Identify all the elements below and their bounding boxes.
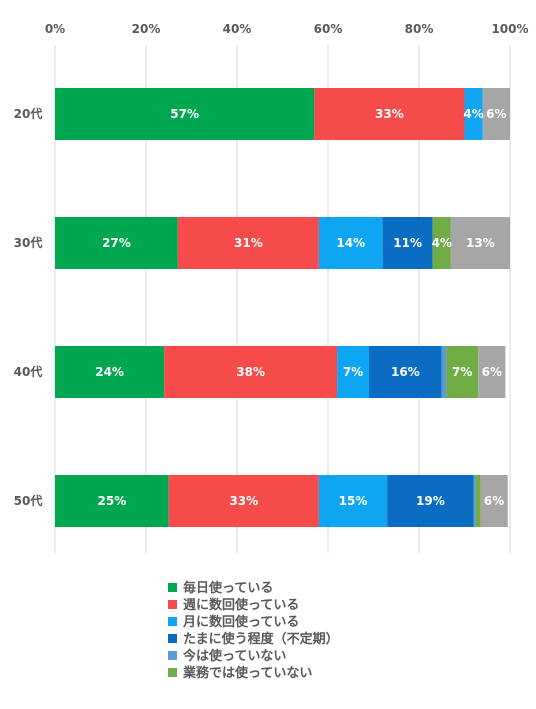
legend-entry: たまに使う程度（不定期） [183, 631, 339, 647]
bar-segment [55, 475, 169, 527]
category-label: 50代 [14, 493, 43, 508]
legend-entry: 今は使っていない [182, 648, 286, 664]
legend-swatch [168, 583, 177, 592]
bar-segment [446, 346, 479, 398]
bar-segment [55, 217, 178, 269]
bar-segment [55, 88, 315, 140]
bars [55, 88, 510, 527]
data-label: 7% [452, 365, 472, 379]
data-label: 27% [102, 236, 131, 250]
bar-segment [177, 217, 319, 269]
data-label: 14% [336, 236, 365, 250]
legend-entry: 週に数回使っている [183, 597, 299, 613]
bar-segment [480, 475, 508, 527]
legend-entry: 月に数回使っている [182, 614, 299, 630]
data-label: 4% [463, 107, 483, 121]
x-axis-ticks: 0% 20% 40% 60% 80% 100% [45, 22, 529, 36]
legend-swatch [168, 651, 177, 660]
legend-swatch [168, 634, 177, 643]
bar-segment [55, 346, 165, 398]
bar-segment [432, 217, 451, 269]
category-label: 30代 [14, 235, 43, 250]
data-label: 13% [466, 236, 495, 250]
x-tick-label: 0% [45, 22, 65, 36]
legend: 毎日使っている週に数回使っている月に数回使っているたまに使う程度（不定期）今は使… [168, 580, 339, 681]
data-labels: 57% 33% 4% 6%27% 31% 14% 11% 4% 13%24% 38% 7% 16% 7%… [95, 107, 506, 508]
bar-segment [382, 217, 433, 269]
data-label: 33% [375, 107, 404, 121]
bar-segment [473, 475, 476, 527]
bar-segment [464, 88, 483, 140]
legend-swatch [168, 600, 177, 609]
bar-segment [337, 346, 369, 398]
data-label: 4% [432, 236, 452, 250]
bar-segment [168, 475, 319, 527]
data-label: 57% [170, 107, 199, 121]
bar-segment [318, 475, 388, 527]
category-labels: 20代 30代 40代 50代 [14, 106, 43, 508]
bar-segment [475, 475, 481, 527]
bar-segment [387, 475, 474, 527]
data-label: 6% [482, 365, 502, 379]
bar-segment [482, 88, 510, 140]
data-label: 7% [343, 365, 363, 379]
legend-entry: 業務では使っていない [182, 665, 312, 681]
bar-segment [164, 346, 338, 398]
bar-segment [441, 346, 447, 398]
x-tick-label: 100% [491, 22, 528, 36]
bar-segment [318, 217, 383, 269]
data-label: 16% [391, 365, 420, 379]
legend-swatch [168, 668, 177, 677]
x-tick-label: 80% [405, 22, 434, 36]
data-label: 6% [486, 107, 506, 121]
legend-swatch [168, 617, 177, 626]
data-label: 19% [416, 494, 445, 508]
legend-entry: 毎日使っている [183, 580, 273, 596]
category-label: 20代 [14, 106, 43, 121]
data-label: 24% [95, 365, 124, 379]
bar-segment [314, 88, 465, 140]
data-label: 25% [98, 494, 127, 508]
x-tick-label: 40% [223, 22, 252, 36]
bar-segment [368, 346, 442, 398]
category-label: 40代 [14, 364, 43, 379]
data-label: 15% [339, 494, 368, 508]
data-label: 6% [484, 494, 504, 508]
x-tick-label: 20% [132, 22, 161, 36]
bar-segment [478, 346, 506, 398]
data-label: 38% [236, 365, 265, 379]
data-label: 33% [229, 494, 258, 508]
data-label: 31% [234, 236, 263, 250]
x-tick-label: 60% [314, 22, 343, 36]
bar-segment [450, 217, 510, 269]
data-label: 11% [393, 236, 422, 250]
